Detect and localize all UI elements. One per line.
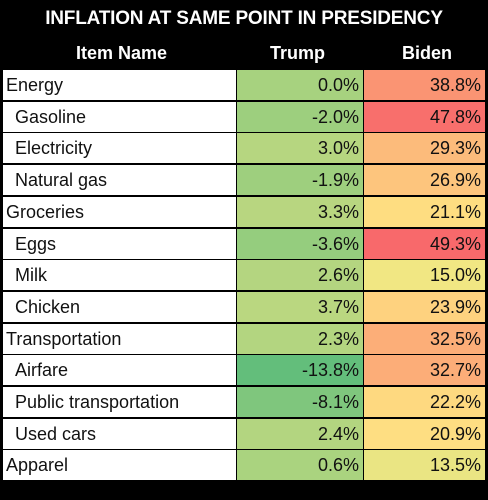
row-item-name: Energy: [3, 70, 236, 100]
biden-value-cell: 47.8%: [364, 101, 485, 132]
table-row: Transportation 2.3% 32.5%: [3, 323, 485, 354]
table-row: Chicken 3.7% 23.9%: [3, 291, 485, 322]
trump-value-cell: -1.9%: [237, 165, 363, 196]
biden-value-cell: 13.5%: [364, 450, 485, 481]
row-item-name: Gasoline: [3, 101, 236, 132]
trump-value-cell: 2.4%: [237, 418, 363, 449]
biden-value-cell: 29.3%: [364, 133, 485, 164]
table-row: Milk 2.6% 15.0%: [3, 260, 485, 291]
row-item-name: Apparel: [3, 450, 236, 481]
table-row: Natural gas -1.9% 26.9%: [3, 165, 485, 196]
biden-value-cell: 26.9%: [364, 165, 485, 196]
row-item-name: Public transportation: [3, 387, 236, 417]
table-row: Used cars 2.4% 20.9%: [3, 418, 485, 449]
trump-value-cell: -8.1%: [237, 387, 363, 417]
trump-value-cell: 3.3%: [237, 196, 363, 227]
row-item-name: Chicken: [3, 291, 236, 322]
trump-value-cell: 2.6%: [237, 260, 363, 291]
table-row: Airfare -13.8% 32.7%: [3, 355, 485, 386]
trump-value-cell: 0.6%: [237, 450, 363, 481]
data-table: Energy 0.0% 38.8% Gasoline -2.0% 47.8% Electri…: [3, 70, 485, 482]
trump-value-cell: -2.0%: [237, 101, 363, 132]
row-item-name: Eggs: [3, 228, 236, 259]
biden-value-cell: 49.3%: [364, 228, 485, 259]
biden-value-cell: 20.9%: [364, 418, 485, 449]
trump-value-cell: -3.6%: [237, 228, 363, 259]
trump-value-cell: 0.0%: [237, 70, 363, 100]
row-item-name: Milk: [3, 260, 236, 291]
table-row: Eggs -3.6% 49.3%: [3, 228, 485, 259]
trump-value-cell: 2.3%: [237, 323, 363, 354]
table-row: Public transportation -8.1% 22.2%: [3, 387, 485, 417]
column-header-biden: Biden: [402, 43, 453, 63]
biden-value-cell: 38.8%: [364, 70, 485, 100]
row-item-name: Transportation: [3, 323, 236, 354]
column-header-trump: Trump: [270, 43, 326, 63]
biden-value-cell: 15.0%: [364, 260, 485, 291]
biden-value-cell: 32.5%: [364, 323, 485, 354]
table-row: Energy 0.0% 38.8%: [3, 70, 485, 100]
table-row: Electricity 3.0% 29.3%: [3, 133, 485, 164]
row-item-name: Used cars: [3, 418, 236, 449]
biden-value-cell: 23.9%: [364, 291, 485, 322]
trump-value-cell: 3.7%: [237, 291, 363, 322]
trump-value-cell: -13.8%: [237, 355, 363, 386]
table-row: Apparel 0.6% 13.5%: [3, 450, 485, 481]
row-item-name: Airfare: [3, 355, 236, 386]
biden-value-cell: 21.1%: [364, 196, 485, 227]
biden-value-cell: 32.7%: [364, 355, 485, 386]
table-row: Groceries 3.3% 21.1%: [3, 196, 485, 227]
row-item-name: Natural gas: [3, 165, 236, 196]
row-item-name: Electricity: [3, 133, 236, 164]
table-row: Gasoline -2.0% 47.8%: [3, 101, 485, 132]
trump-value-cell: 3.0%: [237, 133, 363, 164]
column-header-item-name: Item Name: [76, 43, 168, 63]
biden-value-cell: 22.2%: [364, 387, 485, 417]
row-item-name: Groceries: [3, 196, 236, 227]
chart-title: INFLATION AT SAME POINT IN PRESIDENCY: [45, 8, 443, 29]
